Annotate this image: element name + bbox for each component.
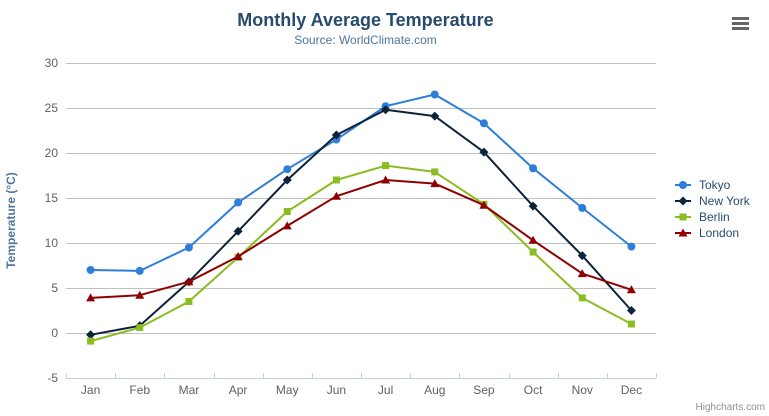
x-axis-label: Sep: [473, 383, 495, 397]
data-point-tokyo[interactable]: [234, 198, 243, 207]
data-point-tokyo[interactable]: [627, 242, 636, 251]
data-point-london[interactable]: [430, 179, 440, 188]
legend-marker-symbol-berlin[interactable]: [679, 213, 687, 221]
data-point-berlin[interactable]: [283, 208, 291, 215]
x-axis-label: Nov: [572, 383, 593, 397]
x-axis-label: Jul: [378, 383, 393, 397]
hamburger-icon: [732, 26, 749, 30]
x-axis-label: Apr: [229, 383, 248, 397]
data-point-london[interactable]: [233, 252, 243, 260]
y-axis-label: 10: [45, 236, 59, 250]
data-point-berlin[interactable]: [431, 168, 439, 176]
y-axis-label: 20: [45, 146, 59, 160]
data-point-berlin[interactable]: [185, 298, 193, 305]
data-point-berlin[interactable]: [136, 324, 144, 332]
hamburger-icon: [732, 21, 749, 25]
y-axis-label: -5: [47, 371, 58, 385]
legend-marker-new-york: [675, 196, 691, 206]
chart-subtitle: Source: WorldClimate.com: [294, 33, 437, 47]
hamburger-icon: [732, 16, 749, 20]
x-axis-label: Jun: [327, 383, 346, 397]
legend-label-new-york: New York: [699, 194, 750, 208]
data-point-tokyo[interactable]: [135, 266, 144, 275]
data-point-new-york[interactable]: [626, 306, 636, 315]
data-point-berlin[interactable]: [627, 320, 635, 328]
data-point-new-york[interactable]: [577, 251, 587, 261]
credits-link[interactable]: Highcharts.com: [695, 402, 765, 413]
x-axis-label: May: [276, 383, 299, 397]
y-axis-label: 0: [51, 326, 58, 340]
data-point-new-york[interactable]: [528, 201, 538, 211]
data-point-tokyo[interactable]: [184, 243, 193, 252]
data-point-new-york[interactable]: [233, 226, 243, 236]
data-point-new-york[interactable]: [86, 330, 96, 340]
data-point-tokyo[interactable]: [529, 164, 538, 173]
legend-marker-symbol-tokyo[interactable]: [679, 181, 687, 189]
data-point-new-york[interactable]: [430, 111, 440, 121]
x-axis-label: Feb: [129, 383, 150, 397]
legend-label-london: London: [699, 226, 740, 240]
legend-item-london[interactable]: London: [674, 225, 750, 241]
data-point-berlin[interactable]: [529, 248, 537, 256]
data-point-london[interactable]: [184, 277, 194, 286]
legend-marker-london: [675, 228, 691, 237]
data-point-london[interactable]: [626, 285, 636, 294]
legend-item-new-york[interactable]: New York: [674, 193, 750, 209]
legend-item-berlin[interactable]: Berlin: [674, 209, 750, 225]
data-point-new-york[interactable]: [381, 105, 391, 115]
data-point-berlin[interactable]: [332, 176, 340, 184]
data-point-london[interactable]: [282, 221, 292, 230]
series-line-london[interactable]: [89, 179, 633, 299]
data-point-new-york[interactable]: [282, 175, 292, 185]
y-axis-label: 15: [45, 191, 59, 205]
chart-title: Monthly Average Temperature: [237, 10, 494, 30]
data-point-london[interactable]: [479, 200, 489, 209]
y-axis-title: Temperature (°C): [4, 172, 18, 269]
series-line-tokyo[interactable]: [89, 93, 633, 272]
legend-label-berlin: Berlin: [699, 210, 730, 224]
data-point-london[interactable]: [331, 191, 341, 200]
series-line-new-york[interactable]: [89, 108, 633, 336]
legend-marker-symbol-new-york[interactable]: [678, 196, 688, 206]
data-point-london[interactable]: [135, 290, 145, 299]
data-point-london[interactable]: [528, 235, 538, 244]
data-point-tokyo[interactable]: [578, 203, 587, 212]
x-axis-label: Dec: [621, 383, 642, 397]
x-axis-label: Mar: [179, 383, 200, 397]
y-axis-label: 25: [45, 101, 59, 115]
legend-marker-berlin: [675, 213, 691, 221]
legend-marker-tokyo: [675, 181, 691, 189]
data-point-tokyo[interactable]: [430, 90, 439, 99]
legend: Tokyo New York Berlin London: [674, 177, 750, 241]
data-point-tokyo[interactable]: [479, 119, 488, 128]
x-axis-label: Jan: [81, 383, 100, 397]
series-line-berlin[interactable]: [89, 164, 633, 343]
data-point-berlin[interactable]: [578, 294, 586, 302]
data-point-tokyo[interactable]: [86, 266, 95, 274]
data-point-tokyo[interactable]: [283, 165, 292, 174]
legend-marker-symbol-london[interactable]: [678, 228, 688, 237]
data-point-berlin[interactable]: [382, 162, 390, 170]
y-axis-label: 30: [45, 56, 59, 70]
export-menu-button[interactable]: [730, 13, 752, 33]
data-point-london[interactable]: [577, 269, 587, 278]
data-point-berlin[interactable]: [87, 337, 95, 345]
x-axis-label: Oct: [524, 383, 543, 397]
data-point-new-york[interactable]: [331, 130, 341, 140]
legend-item-tokyo[interactable]: Tokyo: [674, 177, 750, 193]
legend-label-tokyo: Tokyo: [699, 178, 731, 192]
data-point-new-york[interactable]: [479, 147, 489, 157]
y-axis-label: 5: [51, 281, 58, 295]
data-point-london[interactable]: [381, 175, 391, 184]
data-point-london[interactable]: [86, 293, 96, 302]
x-axis-label: Aug: [424, 383, 445, 397]
